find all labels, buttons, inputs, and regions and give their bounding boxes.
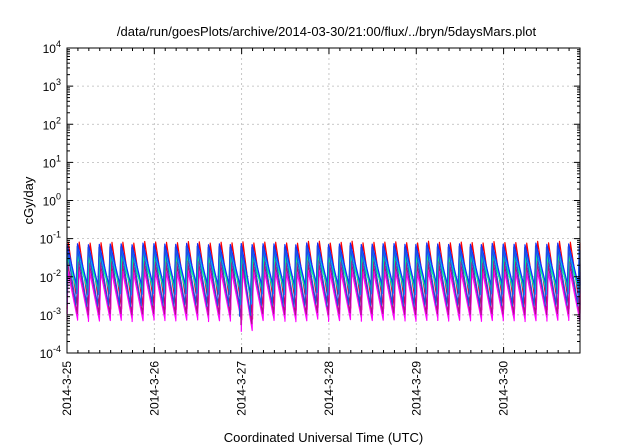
x-tick-label: 2014-3-26	[147, 361, 161, 416]
series-line	[66, 261, 581, 326]
x-tick-label: 2014-3-25	[60, 361, 74, 416]
y-tick-label: 104	[43, 39, 61, 56]
y-tick-label: 10-3	[40, 306, 61, 323]
axis-ticks	[66, 47, 580, 354]
x-axis-label: Coordinated Universal Time (UTC)	[224, 430, 423, 445]
y-tick-labels: 10-4 10-3 10-2 10-1 100 101 102 103 104	[40, 39, 61, 361]
y-tick-label: 10-2	[40, 268, 61, 285]
y-axis-label: cGy/day	[21, 176, 36, 224]
data-series	[66, 240, 581, 332]
chart-title: /data/run/goesPlots/archive/2014-03-30/2…	[117, 24, 537, 39]
series-line	[66, 269, 581, 332]
x-tick-label: 2014-3-30	[497, 361, 511, 416]
y-tick-label: 10-1	[40, 230, 61, 247]
grid-lines	[67, 48, 580, 353]
x-tick-label: 2014-3-28	[322, 361, 336, 416]
y-tick-label: 102	[43, 115, 61, 132]
y-tick-label: 101	[43, 153, 61, 170]
y-tick-label: 103	[43, 77, 61, 94]
x-tick-label: 2014-3-27	[235, 361, 249, 416]
y-tick-label: 100	[43, 192, 61, 209]
y-tick-label: 10-4	[40, 344, 61, 361]
series-line	[66, 245, 581, 317]
series-line	[66, 248, 581, 306]
x-tick-labels: 2014-3-25 2014-3-26 2014-3-27 2014-3-28 2014…	[60, 361, 511, 416]
x-tick-label: 2014-3-29	[409, 361, 423, 416]
